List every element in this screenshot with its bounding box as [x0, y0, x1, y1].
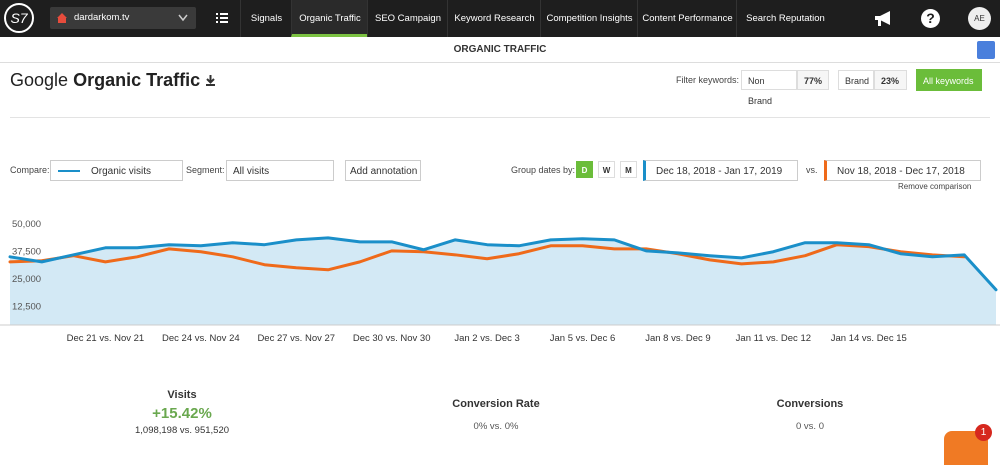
site-select[interactable]: dardarkom.tv [50, 7, 196, 29]
logo[interactable]: S7 [4, 3, 34, 33]
filter-nonbrand[interactable]: Non Brand [741, 70, 797, 106]
group-option[interactable]: M [620, 161, 637, 178]
nav-tab[interactable]: Content Performance [637, 0, 737, 37]
y-tick-label: 50,000 [12, 219, 41, 230]
subheader-title: ORGANIC TRAFFIC [453, 44, 547, 55]
stat-conversion-rate: Conversion Rate 0% vs. 0% [376, 398, 616, 432]
nav-tab[interactable]: SEO Campaign [367, 0, 448, 37]
nav-tab[interactable]: Competition Insights [540, 0, 638, 37]
filter-brand-share: 23% [874, 70, 907, 90]
stat-conversions: Conversions 0 vs. 0 [690, 398, 930, 432]
range-select[interactable]: Dec 18, 2018 - Jan 17, 2019 [643, 160, 798, 181]
segment-label: Segment: [186, 165, 225, 175]
stat-detail: 1,098,198 vs. 951,520 [134, 425, 230, 436]
segment-select[interactable]: All visits [226, 160, 334, 181]
nav-tab[interactable]: Search Reputation [736, 0, 834, 37]
series-line [8, 243, 966, 272]
x-tick-label: Jan 8 vs. Dec 9 [645, 333, 710, 344]
chevron [178, 14, 188, 22]
vs-label: vs. [806, 165, 818, 175]
y-tick-label: 12,500 [12, 301, 41, 312]
translate-icon[interactable] [977, 41, 995, 59]
area [10, 237, 996, 325]
range-text: Dec 18, 2018 - Jan 17, 2019 [656, 166, 783, 177]
x-tick-label: Dec 24 vs. Nov 24 [162, 333, 240, 344]
nav-tab[interactable]: Organic Traffic [291, 0, 368, 37]
y-tick-label: 25,000 [12, 274, 41, 285]
nav-tab[interactable]: Keyword Research [447, 0, 541, 37]
compare-swatch [58, 170, 80, 172]
x-tick-label: Dec 27 vs. Nov 27 [257, 333, 335, 344]
x-tick-label: Jan 5 vs. Dec 6 [550, 333, 615, 344]
stat-visits: Visits +15.42% 1,098,198 vs. 951,520 [62, 389, 302, 436]
title-prefix: Google [10, 70, 69, 90]
x-tick-label: Jan 11 vs. Dec 12 [736, 333, 811, 344]
annotation-text: Add annotation [350, 166, 418, 177]
annotation-button[interactable]: Add annotation [345, 160, 421, 181]
page-title: Google Organic Traffic [10, 70, 216, 91]
stat-label: Conversions [776, 398, 844, 410]
x-tick-label: Dec 30 vs. Nov 30 [353, 333, 431, 344]
filter-nonbrand-share: 77% [797, 70, 829, 90]
compare-range-text: Nov 18, 2018 - Dec 17, 2018 [837, 166, 965, 177]
stat-label: Visits [167, 389, 197, 401]
group-option[interactable]: W [598, 161, 615, 178]
site-name: dardarkom.tv [74, 12, 130, 23]
divider [10, 117, 990, 118]
segment-value: All visits [233, 166, 270, 177]
x-tick-label: Dec 21 vs. Nov 21 [67, 333, 145, 344]
avatar[interactable]: AE [968, 7, 991, 30]
announce-icon[interactable] [874, 10, 894, 27]
x-tick-label: Jan 14 vs. Dec 15 [831, 333, 907, 344]
top-nav: S7 dardarkom.tv Signals Organic Traffic SE… [0, 0, 1000, 37]
filter-brand[interactable]: Brand [838, 70, 874, 90]
title-bold: Organic Traffic [73, 70, 201, 90]
filter-label: Filter keywords: [676, 75, 740, 85]
stat-detail: 0% vs. 0% [473, 421, 519, 432]
compare-select[interactable]: Organic visits [50, 160, 183, 181]
help-icon[interactable]: ? [921, 9, 940, 28]
stat-label: Conversion Rate [452, 398, 540, 410]
series-line [8, 236, 998, 292]
subheader: ORGANIC TRAFFIC [0, 37, 1000, 63]
stat-detail: 0 vs. 0 [796, 421, 824, 432]
compare-value: Organic visits [91, 166, 152, 177]
compare-range-select[interactable]: Nov 18, 2018 - Dec 17, 2018 [824, 160, 981, 181]
list-icon[interactable] [216, 13, 228, 23]
y-tick-label: 37,500 [12, 246, 41, 257]
download-icon[interactable] [205, 74, 216, 86]
stat-change: +15.42% [152, 405, 212, 422]
group-option[interactable]: D [576, 161, 593, 178]
remove-comparison[interactable]: Remove comparison [898, 182, 972, 191]
nav-tab[interactable]: Signals [240, 0, 292, 37]
chat-badge: 1 [975, 424, 992, 441]
group-label: Group dates by: [511, 165, 576, 175]
all-keywords-button[interactable]: All keywords [916, 69, 982, 91]
x-tick-label: Jan 2 vs. Dec 3 [454, 333, 519, 344]
compare-label: Compare: [10, 165, 50, 175]
home-icon [57, 13, 67, 23]
